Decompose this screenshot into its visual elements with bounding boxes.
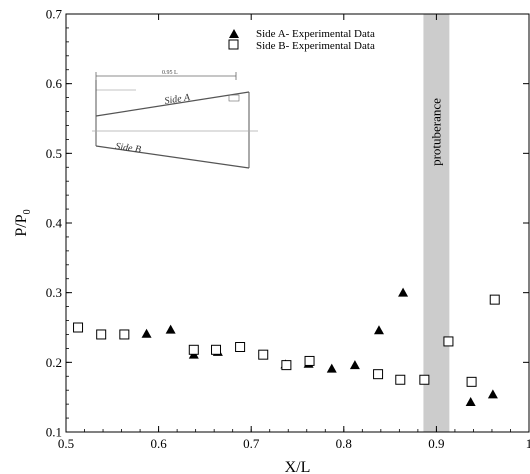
- y-axis-title-subscript: 0: [22, 209, 33, 214]
- side-a-point: [349, 360, 360, 370]
- svg-text:P/P0: P/P0: [13, 209, 33, 236]
- side-b-point: [119, 329, 130, 340]
- y-tick-label: 0.1: [46, 425, 62, 440]
- plot-frame: [65, 13, 530, 433]
- protuberance-label: protuberance: [428, 98, 443, 166]
- side-b-point: [443, 336, 454, 347]
- side-a-point: [141, 328, 152, 338]
- y-tick-label: 0.7: [46, 7, 63, 22]
- legend: Side A- Experimental Data Side B- Experi…: [228, 28, 375, 52]
- x-tick-label: 0.7: [243, 436, 260, 451]
- legend-label-side-a: Side A- Experimental Data: [256, 28, 375, 40]
- series-side-b: [73, 294, 500, 387]
- side-b-point: [281, 360, 292, 371]
- side-b-point: [258, 349, 269, 360]
- x-tick-label: 0.6: [150, 436, 167, 451]
- y-axis-title-main: P/P: [13, 214, 30, 236]
- side-a-point: [465, 397, 476, 407]
- side-b-point: [235, 342, 246, 353]
- side-a-point: [326, 363, 337, 373]
- inset-protuberance-box: [228, 94, 240, 102]
- legend-label-side-b: Side B- Experimental Data: [256, 40, 375, 52]
- x-axis-title: X/L: [285, 459, 311, 474]
- x-tick-label: 0.8: [336, 436, 352, 451]
- x-tick-label: 0.9: [428, 436, 444, 451]
- y-tick-label: 0.3: [46, 285, 62, 300]
- side-b-point: [489, 294, 500, 305]
- side-a-point: [487, 389, 498, 399]
- side-b-point: [188, 344, 199, 355]
- geometry-inset: 0.95 L Side A Side B: [92, 70, 258, 169]
- y-axis-title: P/P0: [13, 209, 33, 236]
- inset-dimension-label: 0.95 L: [162, 70, 178, 76]
- legend-marker-side-a: [229, 29, 239, 38]
- side-b-point: [96, 329, 107, 340]
- legend-marker-side-b: [228, 39, 239, 50]
- y-tick-label: 0.6: [46, 76, 63, 91]
- y-tick-label: 0.2: [46, 355, 62, 370]
- protuberance-band: [423, 14, 450, 432]
- x-tick-label: 0.5: [58, 436, 74, 451]
- side-b-point: [211, 344, 222, 355]
- y-axis: 0.1 0.2 0.3 0.4 0.5 0.6 0.7: [46, 7, 529, 440]
- inset-side-a-label: Side A: [164, 92, 192, 107]
- side-b-point: [73, 322, 84, 333]
- x-axis: 0.5 0.6 0.7 0.8 0.9 1: [58, 14, 530, 451]
- inset-side-b-edge: [95, 145, 250, 169]
- side-b-point: [304, 355, 315, 366]
- side-b-point: [419, 374, 430, 385]
- y-tick-label: 0.5: [46, 146, 62, 161]
- x-tick-label: 1: [526, 436, 530, 451]
- side-b-point: [373, 369, 384, 380]
- inset-side-a-edge: [95, 91, 250, 117]
- side-b-point: [395, 374, 406, 385]
- side-a-point: [398, 287, 409, 297]
- side-b-point: [466, 376, 477, 387]
- side-a-point: [373, 325, 384, 335]
- inset-side-b-label: Side B: [115, 141, 142, 155]
- side-a-point: [165, 324, 176, 334]
- y-tick-label: 0.4: [46, 216, 63, 231]
